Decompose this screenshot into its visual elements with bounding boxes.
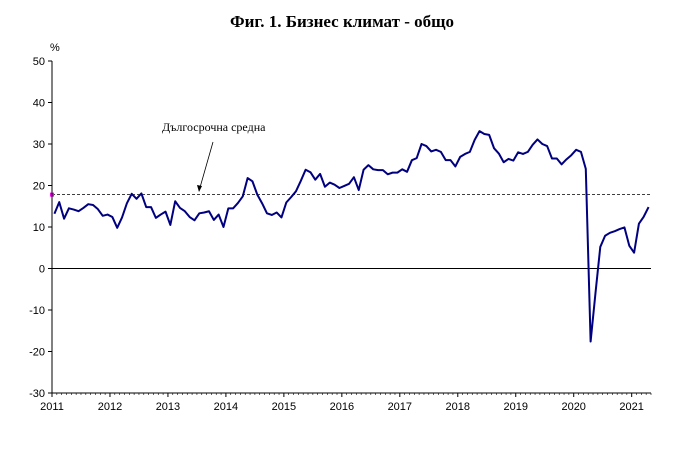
y-tick-labels: 50 40 30 20 10 0 -10 -20 -30 <box>29 56 45 400</box>
x-tick-label: 2019 <box>503 401 527 413</box>
y-tick-label: 0 <box>39 264 45 276</box>
y-tick-label: -20 <box>29 347 45 359</box>
y-tick-label: 40 <box>33 98 45 110</box>
x-tick-label: 2021 <box>619 401 643 413</box>
business-climate-series-line <box>53 130 650 343</box>
x-tick-label: 2017 <box>388 401 412 413</box>
x-tick-label: 2018 <box>446 401 470 413</box>
x-tick-label: 2013 <box>156 401 180 413</box>
axes <box>48 60 652 397</box>
chart-title: Фиг. 1. Бизнес климат - общо <box>230 12 454 31</box>
y-tick-label: -10 <box>29 305 45 317</box>
y-tick-label: -30 <box>29 388 45 400</box>
x-tick-labels: 2011 2012 2013 2014 2015 2016 2017 2018 2019 2020… <box>40 401 644 413</box>
long-term-average-label: Дългосрочна средна <box>162 120 266 134</box>
x-tick-label: 2015 <box>272 401 296 413</box>
x-tick-label: 2014 <box>214 401 238 413</box>
y-tick-label: 50 <box>33 56 45 68</box>
y-tick-label: 20 <box>33 181 45 193</box>
y-tick-label: 10 <box>33 222 45 234</box>
annotation-arrow <box>198 141 214 192</box>
y-axis-unit: % <box>50 42 60 54</box>
x-tick-label: 2016 <box>330 401 354 413</box>
x-tick-label: 2011 <box>40 401 64 413</box>
y-tick-label: 30 <box>33 139 45 151</box>
x-tick-label: 2012 <box>98 401 122 413</box>
annotation-arrowhead <box>197 185 202 192</box>
x-tick-label: 2020 <box>561 401 585 413</box>
